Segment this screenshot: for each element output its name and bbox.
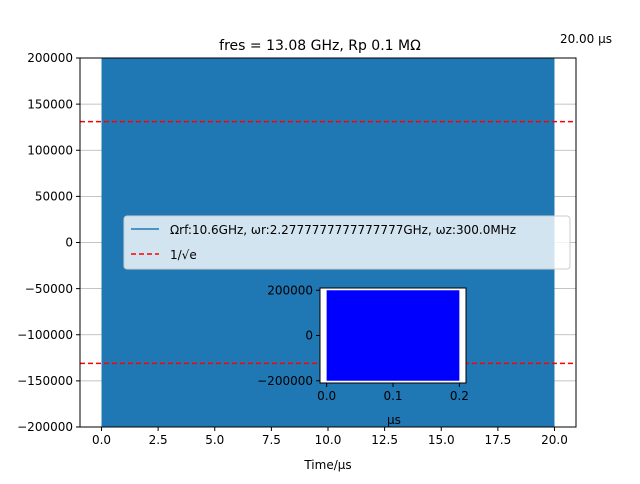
x-tick-label: 20.0: [541, 433, 568, 447]
x-tick-label: 17.5: [485, 433, 512, 447]
y-tick-label: −50000: [25, 282, 73, 296]
legend-entry-threshold: 1/√e: [170, 248, 197, 262]
x-tick-label: 5.0: [205, 433, 224, 447]
legend-entry-signal: Ωrf:10.6GHz, ωr:2.2777777777777777GHz, ω…: [170, 223, 516, 237]
chart-title: fres = 13.08 GHz, Rp 0.1 MΩ: [219, 38, 421, 54]
y-tick-label: 200000: [27, 51, 73, 65]
inset-x-axis: 0.0 0.1 0.2: [317, 383, 469, 403]
inset-y-tick-label: 0: [305, 329, 313, 343]
corner-note: 20.00 μs: [560, 32, 612, 46]
x-axis: 0.0 2.5 5.0 7.5 10.0 12.5 15.0 17.5 20.0: [92, 427, 568, 447]
x-tick-label: 2.5: [149, 433, 168, 447]
inset-x-tick-label: 0.0: [317, 389, 336, 403]
x-tick-label: 15.0: [428, 433, 455, 447]
legend-box: [123, 215, 571, 270]
y-tick-label: −150000: [17, 374, 73, 388]
inset-y-axis: −200000 0 200000: [257, 283, 320, 388]
inset-x-axis-label: μs: [387, 413, 401, 427]
x-tick-label: 7.5: [262, 433, 281, 447]
inset-series-layer: [326, 290, 460, 381]
x-tick-label: 0.0: [92, 433, 111, 447]
y-axis: −200000 −150000 −100000 −50000 0 50000 100000 1…: [17, 51, 80, 434]
y-tick-label: 100000: [27, 143, 73, 157]
inset-x-tick-label: 0.2: [450, 389, 469, 403]
x-tick-label: 12.5: [371, 433, 398, 447]
inset-x-tick-label: 0.1: [383, 389, 402, 403]
inset-axes: 0.0 0.1 0.2 −200000 0 200000 μs: [257, 283, 469, 427]
legend: Ωrf:10.6GHz, ωr:2.2777777777777777GHz, ω…: [123, 215, 571, 270]
inset-oscillation-series: [326, 290, 460, 381]
x-axis-label: Time/μs: [303, 458, 351, 472]
inset-y-tick-label: −200000: [257, 374, 313, 388]
y-tick-label: 0: [65, 236, 73, 250]
inset-y-tick-label: 200000: [267, 283, 313, 297]
x-tick-label: 10.0: [315, 433, 342, 447]
y-tick-label: 150000: [27, 97, 73, 111]
y-tick-label: −100000: [17, 328, 73, 342]
y-tick-label: −200000: [17, 420, 73, 434]
y-tick-label: 50000: [35, 190, 73, 204]
